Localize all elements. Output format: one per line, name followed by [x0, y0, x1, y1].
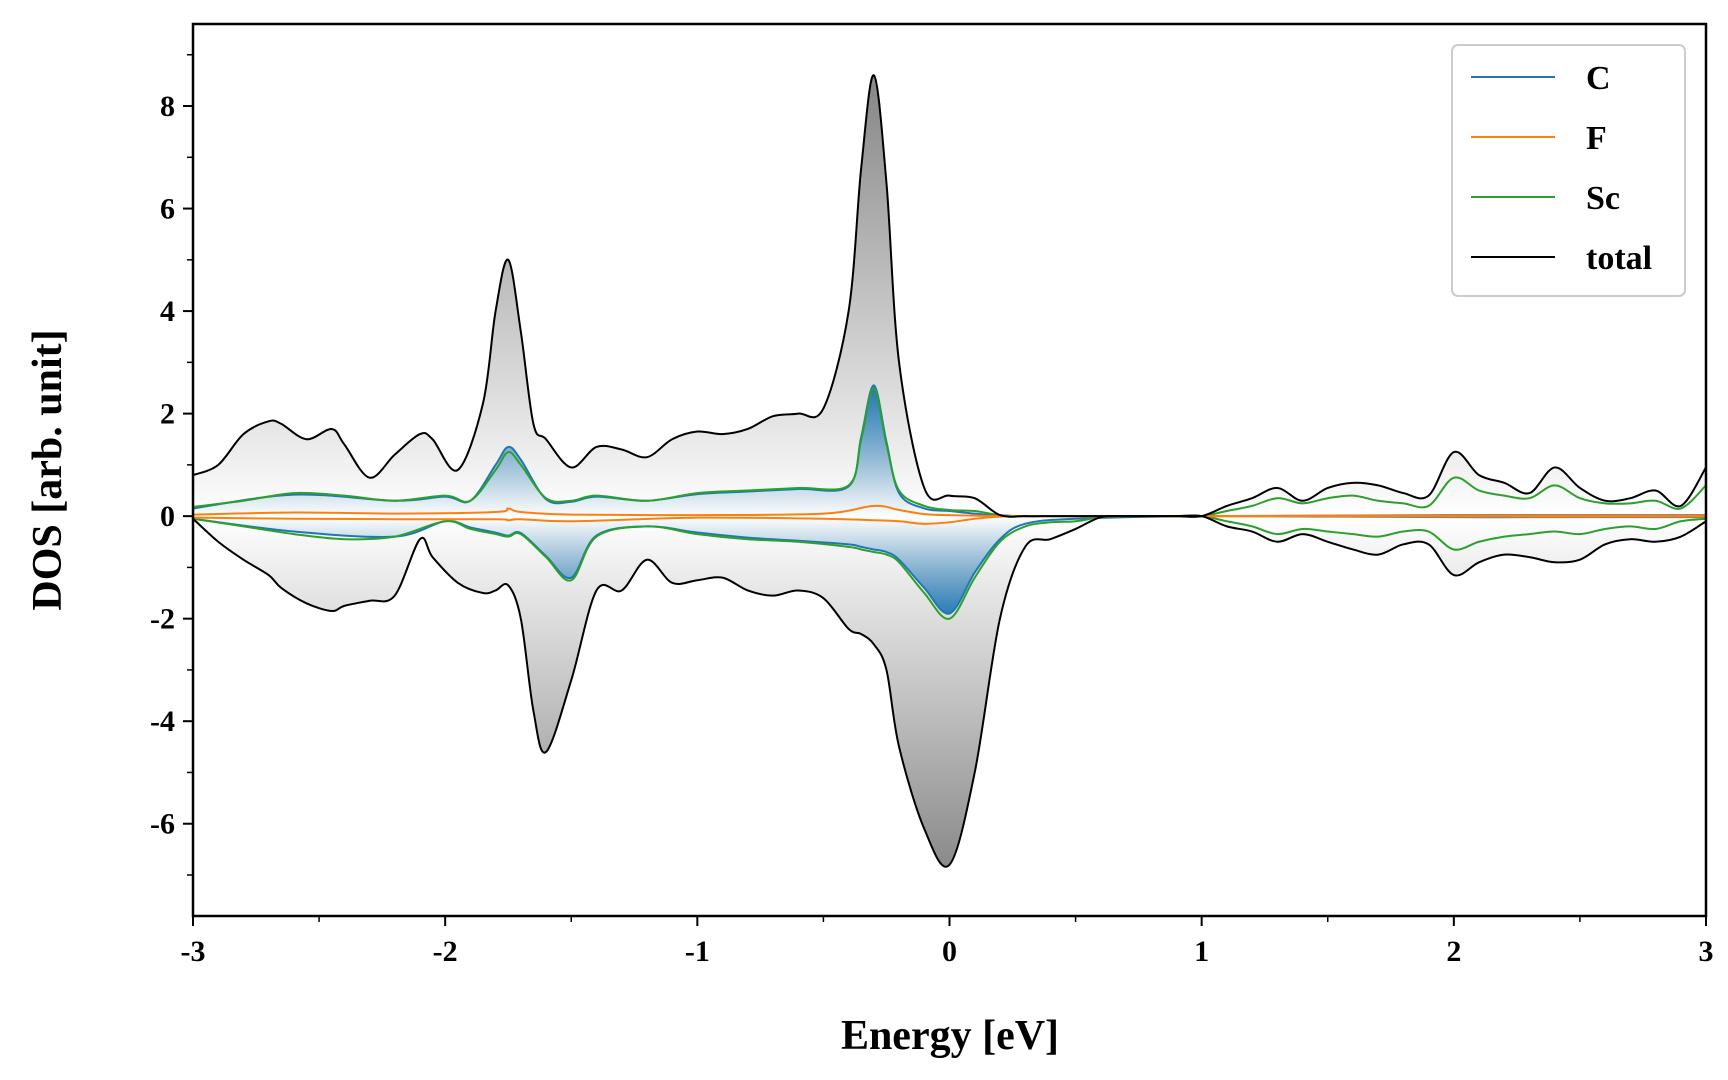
total-down-fill [193, 515, 1706, 867]
x-tick-label: 3 [1699, 935, 1714, 968]
y-tick-label: 4 [160, 295, 175, 328]
x-axis-tick-labels: -3 -2 -1 0 1 2 3 [181, 935, 1714, 968]
y-tick-label: 0 [160, 500, 175, 533]
legend-label-c: C [1586, 60, 1611, 97]
total-up-fill [193, 75, 1706, 517]
x-tick-label: -3 [181, 935, 206, 968]
y-tick-label: 6 [160, 193, 175, 226]
c-down-fill [193, 516, 1706, 614]
y-axis-title: DOS [arb. unit] [25, 329, 71, 610]
legend-label-total: total [1586, 240, 1652, 277]
x-tick-label: 2 [1446, 935, 1461, 968]
legend-entry-sc: Sc [1471, 180, 1620, 217]
total-series-up-line [193, 74, 1706, 518]
legend-box [1451, 44, 1686, 297]
c-up-fill [193, 385, 1706, 517]
y-tick-label: 2 [160, 398, 175, 431]
y-tick-label: 8 [160, 90, 175, 123]
y-tick-label: -2 [150, 603, 175, 636]
y-axis-tick-labels: -6 -4 -2 0 2 4 6 8 [150, 90, 175, 841]
legend: C F Sc total [1451, 44, 1686, 297]
x-tick-label: 1 [1194, 935, 1209, 968]
legend-entry-total: total [1471, 240, 1652, 277]
legend-label-sc: Sc [1586, 180, 1620, 217]
plot-area [193, 74, 1706, 868]
y-axis-ticks [183, 54, 193, 876]
legend-label-f: F [1586, 120, 1607, 157]
sc-series-down-line [193, 514, 1706, 620]
legend-entry-c: C [1471, 60, 1611, 97]
x-tick-label: -1 [685, 935, 710, 968]
total-series-down-line [193, 514, 1706, 868]
x-axis-title: Energy [eV] [841, 1013, 1059, 1059]
x-tick-label: 0 [942, 935, 957, 968]
legend-entry-f: F [1471, 120, 1607, 157]
y-tick-label: -4 [150, 705, 175, 738]
y-tick-label: -6 [150, 808, 175, 841]
x-axis-ticks [192, 916, 1707, 926]
x-tick-label: -2 [433, 935, 458, 968]
